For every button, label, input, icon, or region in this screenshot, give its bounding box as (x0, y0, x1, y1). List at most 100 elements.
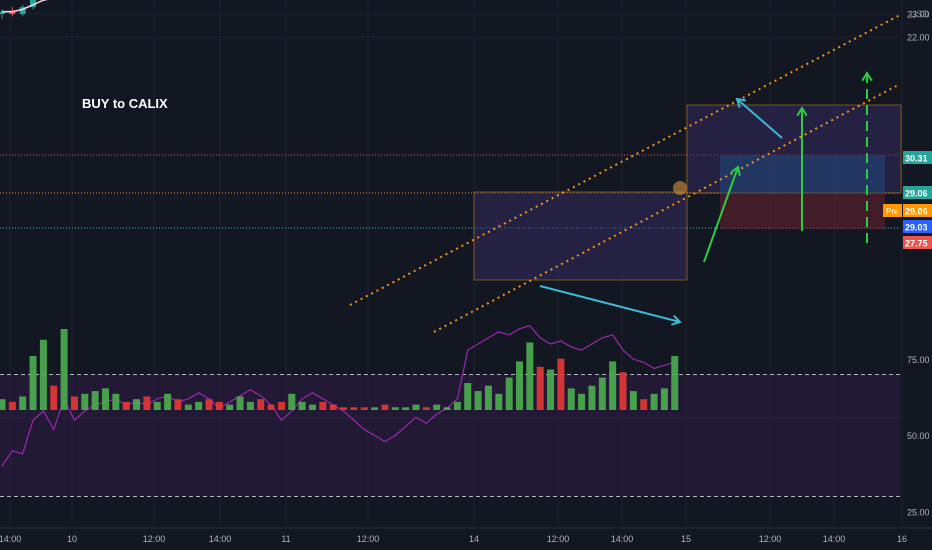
price-badge: 29.06 (905, 207, 928, 217)
channel-lower-line (433, 83, 901, 333)
volume-bar (640, 399, 648, 410)
price-badge: 27.75 (905, 239, 928, 249)
volume-bar (474, 391, 482, 410)
volume-bar (557, 358, 565, 410)
volume-bar (536, 366, 544, 410)
price-badge: 30.31 (905, 154, 928, 164)
volume-bar (371, 407, 379, 410)
volume-bar (422, 407, 430, 410)
volume-bar (298, 401, 306, 410)
volume-bar (329, 404, 337, 410)
candle-body (19, 7, 26, 14)
price-badge: 29.06 (905, 189, 928, 199)
volume-bar (433, 404, 441, 410)
volume-bar (257, 399, 265, 410)
arrow-volume-head (671, 314, 682, 326)
volume-bars (0, 329, 679, 410)
volume-bar (164, 393, 172, 410)
time-tick-label: 11 (281, 534, 290, 544)
volume-bar (39, 339, 47, 410)
volume-bar (0, 399, 6, 410)
volume-bar (60, 329, 68, 410)
arrow-volume (539, 285, 681, 323)
rsi-tick-label: 75.00 (907, 355, 930, 365)
volume-bar (205, 399, 213, 410)
time-axis[interactable]: 14:00 10 12:00 14:00 11 12:00 14 12:00 14:00 15 12… (0, 527, 932, 544)
arrow-breakout-head (730, 165, 741, 177)
volume-bar (526, 342, 534, 410)
volume-bar (133, 399, 141, 410)
arrow-target-up-head (796, 106, 808, 117)
volume-bar (391, 407, 399, 410)
volume-bar (464, 383, 472, 410)
arrow-target (736, 98, 783, 139)
channel-upper-line (349, 14, 901, 306)
time-tick-label: 12:00 (143, 534, 166, 544)
arrow-breakout (703, 166, 739, 263)
volume-bar (215, 401, 223, 410)
rsi-pane (0, 325, 900, 497)
price-tick-label: 23.00 (907, 10, 930, 20)
volume-bar (453, 401, 461, 410)
volume-bar (598, 377, 606, 410)
volume-bar (567, 388, 575, 410)
volume-bar (8, 401, 16, 410)
badge-prefix-bg (883, 204, 902, 217)
time-tick-label: 14:00 (0, 534, 21, 544)
time-tick-label: 14:00 (611, 534, 634, 544)
volume-bar (350, 407, 358, 410)
volume-bar (619, 372, 627, 410)
volume-bar (19, 396, 27, 410)
volume-bar (246, 401, 254, 410)
volume-bar (309, 404, 316, 410)
time-tick-label: 12:00 (759, 534, 782, 544)
volume-bar (288, 393, 296, 410)
volume-bar (340, 407, 348, 410)
candle-body (30, 0, 37, 8)
volume-bar (505, 377, 513, 410)
volume-bar (402, 407, 410, 410)
volume-bar (81, 393, 89, 410)
volume-bar (122, 401, 130, 410)
volume-bar (360, 407, 368, 410)
volume-bar (226, 404, 234, 410)
volume-bar (153, 401, 161, 410)
arrow-target-head (735, 97, 747, 108)
badge-prefix: Pre (886, 207, 899, 216)
volume-bar (660, 388, 668, 410)
drawing-tools (349, 14, 901, 333)
volume-bar (91, 391, 99, 410)
volume-bar (236, 396, 244, 410)
volume-bar (319, 401, 327, 410)
volume-bar (547, 369, 555, 410)
time-tick-label: 12:00 (357, 534, 380, 544)
rsi-band (0, 374, 900, 497)
consolidation-box (473, 191, 688, 281)
volume-bar (412, 404, 420, 410)
volume-bar (671, 356, 679, 410)
price-badge-bg (903, 204, 932, 217)
price-tick-label: 22.00 (907, 33, 930, 43)
volume-bar (495, 393, 503, 410)
rsi-tick-label: 25.00 (907, 507, 930, 517)
price-marker (673, 181, 687, 195)
volume-bar (650, 393, 658, 410)
volume-bar (195, 401, 203, 410)
volume-bar (629, 391, 637, 410)
volume-bar (102, 388, 109, 410)
volume-bar (267, 404, 275, 410)
annotation-text: BUY to CALIX (82, 96, 168, 111)
volume-bar (70, 396, 78, 410)
candle-body (0, 11, 5, 14)
volume-bar (516, 361, 523, 410)
volume-bar (381, 404, 389, 410)
volume-bar (443, 407, 451, 410)
price-badge-bg (903, 236, 932, 249)
time-tick-label: 12:00 (547, 534, 570, 544)
rsi-tick-label: 50.00 (907, 431, 930, 441)
candle-body (9, 11, 16, 14)
time-tick-label: 15 (681, 534, 691, 544)
volume-bar (184, 404, 192, 410)
price-axis[interactable]: 22.00 23.00 25.00 50.00 75.00 30.31 29.06 Pre 29… (883, 10, 932, 518)
